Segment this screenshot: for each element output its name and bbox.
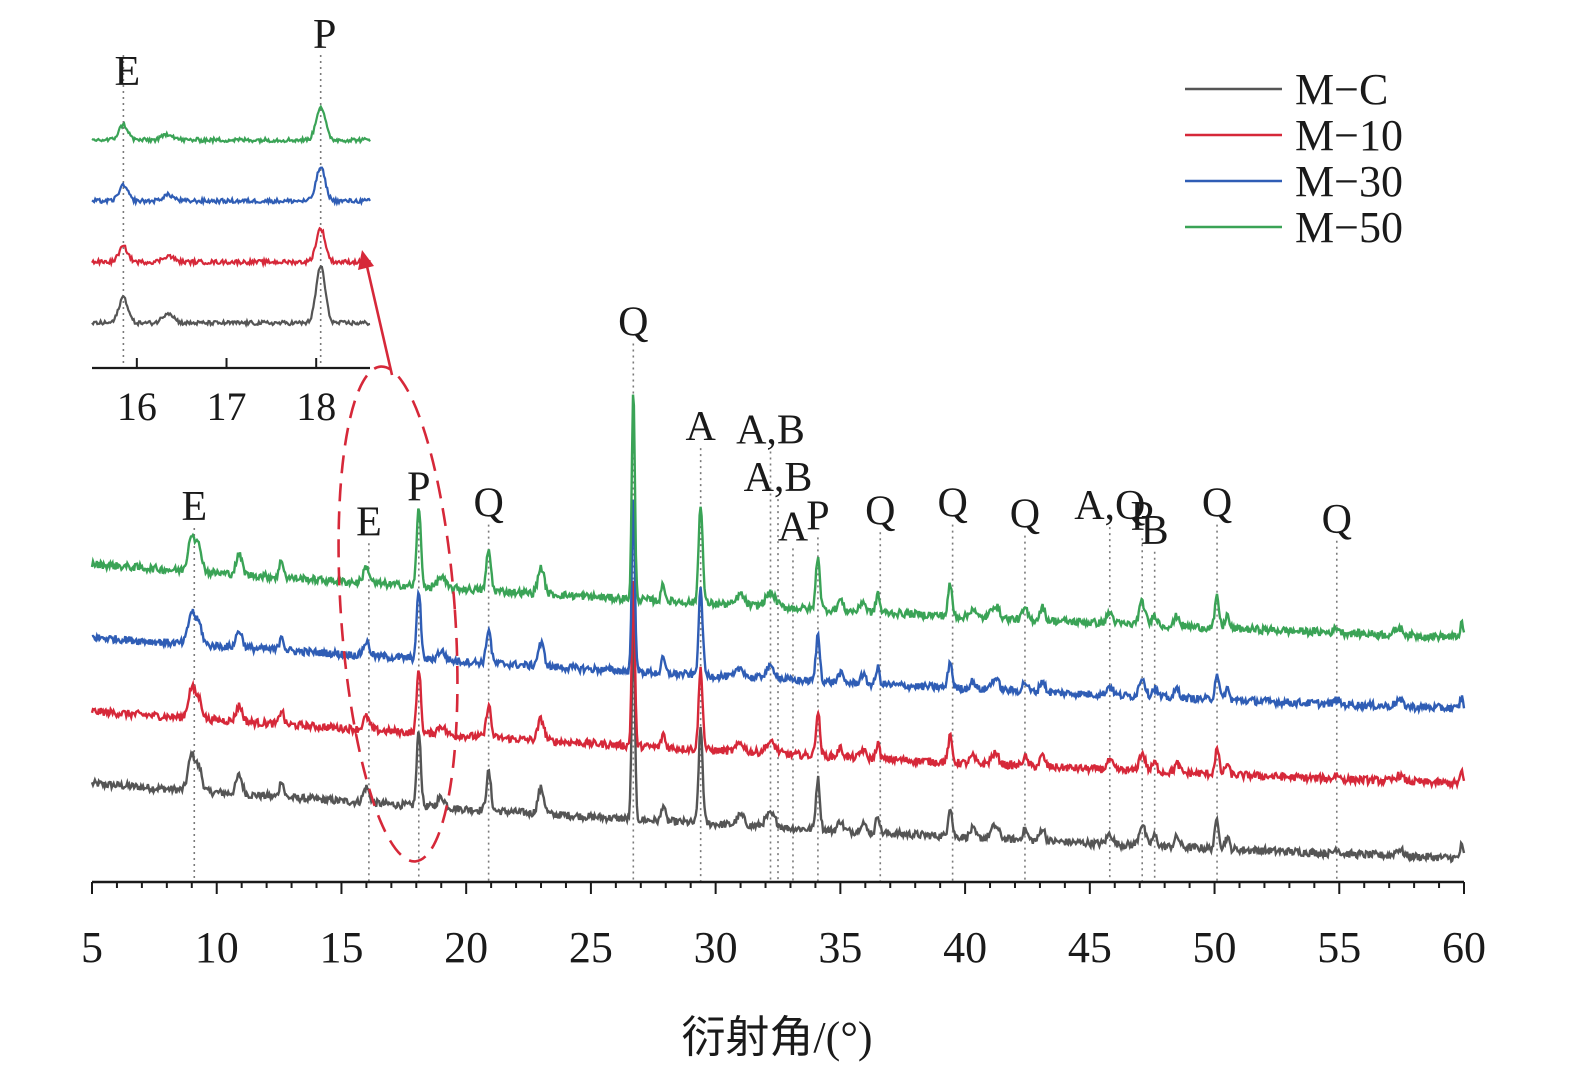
- peak-label: Q: [1010, 492, 1040, 538]
- peak-label: A,B: [736, 408, 805, 454]
- x-tick-label: 30: [694, 923, 738, 972]
- peak-label: P: [1131, 494, 1154, 540]
- legend-label: M−30: [1295, 157, 1403, 206]
- inset-series-line-M−50: [91, 104, 371, 146]
- inset-series-line-M−C: [91, 264, 371, 328]
- x-tick-label: 60: [1442, 923, 1486, 972]
- x-tick-label: 45: [1068, 923, 1112, 972]
- x-tick-label: 5: [81, 923, 103, 972]
- peak-label: P: [407, 464, 430, 510]
- series-group: [90, 394, 1466, 864]
- series-line-M−30: [91, 499, 1466, 716]
- inset-x-tick-label: 18: [296, 384, 336, 429]
- x-tick-label: 40: [943, 923, 987, 972]
- zoom-annotation: [337, 250, 459, 863]
- legend: M−CM−10M−30M−50: [1185, 65, 1403, 252]
- x-tick-label: 35: [818, 923, 862, 972]
- inset-x-tick-label: 17: [207, 384, 247, 429]
- peak-label: E: [181, 484, 207, 530]
- series-line-M−C: [90, 623, 1466, 864]
- peak-label: A: [778, 504, 809, 550]
- x-tick-label: 20: [444, 923, 488, 972]
- inset-peak-label: P: [313, 12, 336, 58]
- inset-series-line-M−10: [91, 226, 371, 269]
- legend-label: M−C: [1295, 65, 1388, 114]
- inset-series-line-M−30: [91, 166, 371, 207]
- peak-label: Q: [1322, 497, 1352, 543]
- legend-label: M−50: [1295, 203, 1403, 252]
- inset-x-tick-label: 16: [117, 384, 157, 429]
- peak-label: P: [806, 493, 829, 539]
- inset-plot: E P 16 17 18: [91, 12, 371, 429]
- peak-label: Q: [1202, 481, 1232, 527]
- peak-label: B: [1141, 508, 1169, 554]
- x-axis-title: 衍射角/(°): [681, 1013, 872, 1062]
- zoom-arrow-head: [358, 250, 374, 270]
- legend-label: M−10: [1295, 111, 1403, 160]
- series-line-M−50: [90, 394, 1466, 644]
- x-tick-label: 55: [1317, 923, 1361, 972]
- x-axis: 5 10 15 20 25 30 35 40 45 50 55 60: [81, 880, 1486, 972]
- x-tick-label: 50: [1193, 923, 1237, 972]
- x-tick-label: 10: [195, 923, 239, 972]
- peak-label: A,Q: [1074, 483, 1145, 529]
- zoom-region-ellipse: [337, 365, 459, 863]
- peak-label: A,B: [744, 455, 813, 501]
- peak-label: Q: [473, 481, 503, 527]
- inset-peak-label: E: [115, 49, 141, 95]
- series-line-M−10: [90, 580, 1466, 791]
- peak-label: A: [685, 404, 716, 450]
- peak-label: Q: [937, 481, 967, 527]
- x-tick-label: 15: [319, 923, 363, 972]
- peak-label: Q: [865, 488, 895, 534]
- zoom-arrow-line: [364, 261, 394, 376]
- x-tick-label: 25: [569, 923, 613, 972]
- peak-label: E: [356, 499, 382, 545]
- peak-label: Q: [618, 300, 648, 346]
